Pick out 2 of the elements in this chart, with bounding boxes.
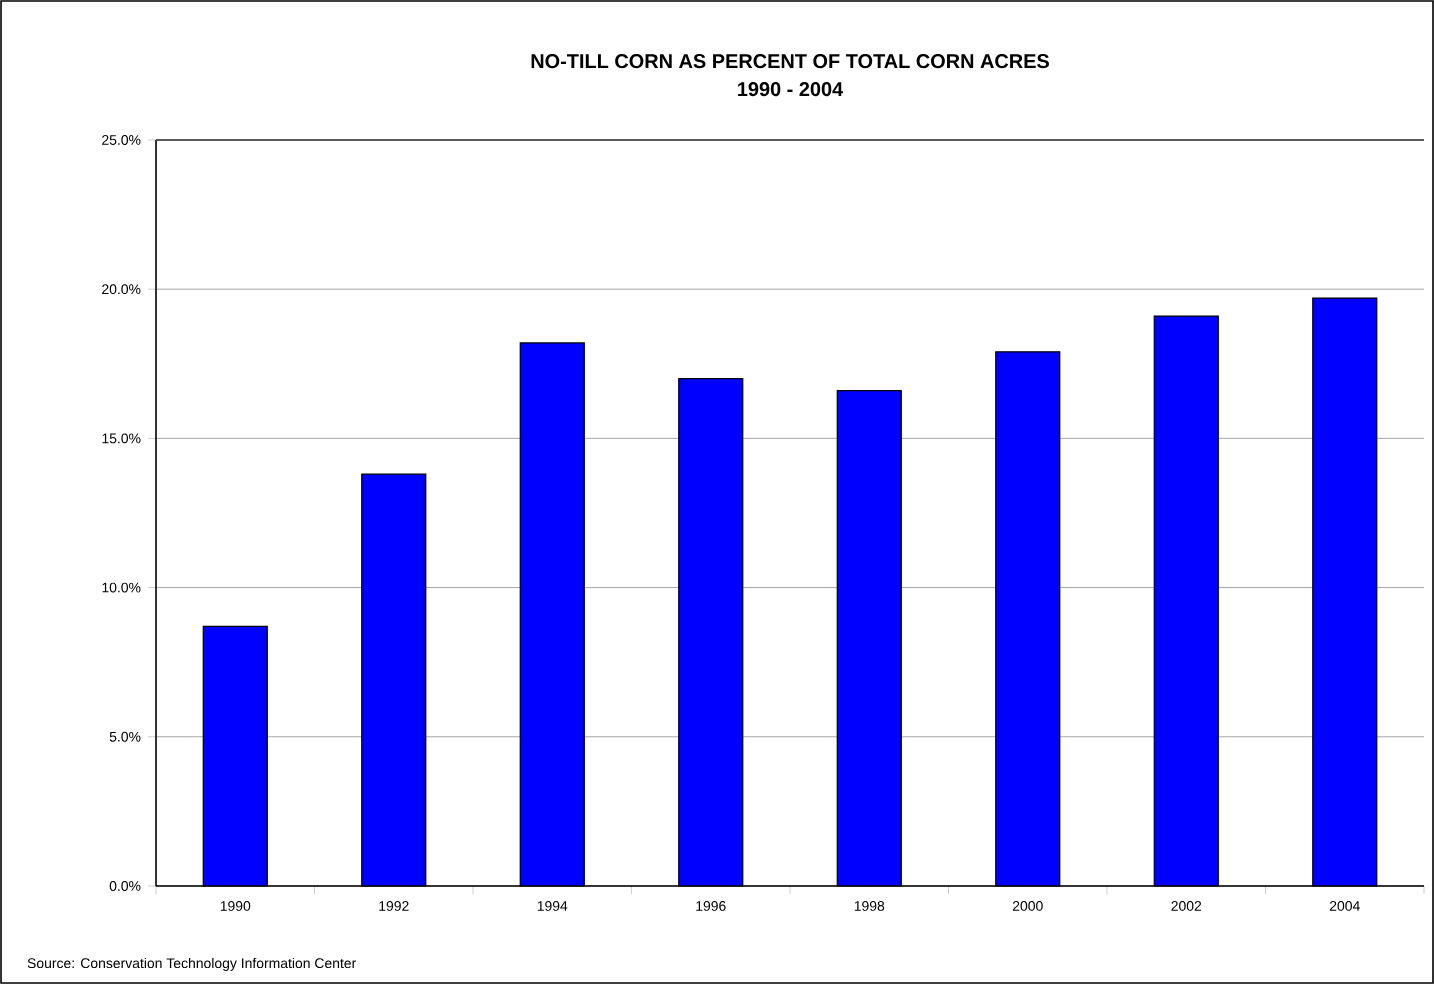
chart-subtitle: 1990 - 2004	[738, 82, 844, 97]
chart-title: NO-TILL CORN AS PERCENT OF TOTAL CORN ACRES	[531, 54, 1049, 69]
